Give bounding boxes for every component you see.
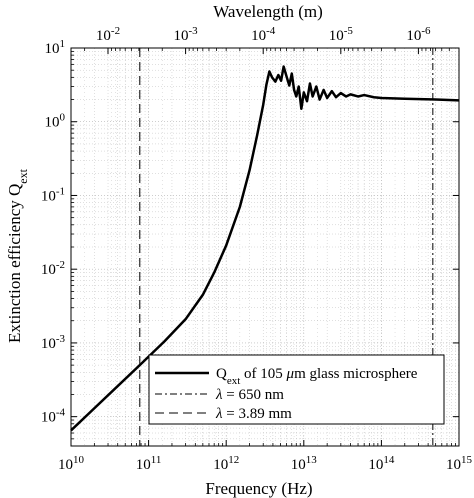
x-tick-label-2-base: 10 [213,457,228,473]
y-tick-label-4: 100 [45,112,66,131]
top-tick-label-2-base: 10 [251,28,266,44]
x-tick-label-2: 1012 [213,454,239,473]
legend-650-sym: λ [215,387,223,403]
y-tick-label-4-base: 10 [45,115,60,131]
x-tick-label-0-exp: 10 [73,454,85,466]
top-tick-label-3: 10-5 [329,25,354,44]
y-tick-label-4-exp: 0 [60,112,66,124]
top-tick-label-0-base: 10 [96,28,111,44]
top-tick-label-0: 10-2 [96,25,120,44]
x-tick-label-0-base: 10 [58,457,73,473]
y-tick-label-5-exp: 1 [60,38,66,50]
x-tick-label-4: 1014 [368,454,395,473]
legend-series-tail: m glass microsphere [294,366,418,382]
legend-series-rest: of 105 [240,366,286,382]
top-tick-label-0-exp: -2 [111,25,120,37]
top-tick-label-2-exp: -4 [266,25,276,37]
y-tick-label-2-exp: -2 [56,259,65,271]
y-tick-label-1-exp: -3 [56,333,66,345]
x-tick-label-1-exp: 11 [151,454,162,466]
legend-series-sub: ext [227,375,240,387]
y-tick-label-0-exp: -4 [56,407,66,419]
top-tick-label-3-exp: -5 [344,25,354,37]
legend-series-main: Q [216,366,227,382]
y-tick-label-3-base: 10 [41,188,56,204]
legend-entry-650nm: λ = 650 nm [215,387,284,403]
y-axis-title: Extinction efficiency Qext [5,168,30,343]
top-axis-title: Wavelength (m) [213,2,323,21]
x-tick-label-4-exp: 14 [383,454,395,466]
series [70,65,460,432]
x-tick-label-5-exp: 15 [461,454,473,466]
y-tick-label-3: 10-1 [41,185,65,204]
x-axis-title: Frequency (Hz) [205,479,312,498]
top-tick-label-4-exp: -6 [421,25,431,37]
top-tick-label-3-base: 10 [329,28,344,44]
top-tick-label-1-exp: -3 [189,25,199,37]
y-axis-title-main: Extinction efficiency Q [5,184,24,343]
legend-389-text: = 3.89 mm [223,406,293,422]
top-tick-label-2: 10-4 [251,25,276,44]
x-tick-label-0: 1010 [58,454,85,473]
axes: 1010 1011 1012 1013 1014 101510-410-310-210-1… [41,25,473,473]
y-tick-label-2: 10-2 [41,259,65,278]
legend-389-sym: λ [215,406,223,422]
x-tick-label-1-base: 10 [136,457,151,473]
y-tick-label-0-base: 10 [41,410,56,426]
y-tick-label-5-base: 10 [45,41,60,57]
legend: Qext of 105 μm glass microsphere λ = 650… [148,354,445,425]
top-tick-label-1: 10-3 [174,25,199,44]
y-tick-label-1: 10-3 [41,333,66,352]
x-tick-label-3-base: 10 [291,457,306,473]
x-tick-label-4-base: 10 [368,457,383,473]
y-tick-label-5: 101 [45,38,66,57]
x-tick-label-5-base: 10 [446,457,461,473]
legend-series-mu: μ [286,366,295,382]
x-tick-label-1: 1011 [136,454,162,473]
y-tick-label-1-base: 10 [41,336,56,352]
x-tick-label-2-exp: 12 [228,454,239,466]
y-tick-label-0: 10-4 [41,407,66,426]
top-tick-label-4-base: 10 [406,28,421,44]
top-tick-label-4: 10-6 [406,25,431,44]
x-tick-label-3-exp: 13 [306,454,318,466]
y-tick-label-3-exp: -1 [56,185,65,197]
legend-650-text: = 650 nm [223,387,285,403]
y-tick-label-2-base: 10 [41,262,56,278]
legend-entry-series: Qext of 105 μm glass microsphere [216,366,418,387]
series-line-0 [70,65,460,432]
x-tick-label-5: 1015 [446,454,473,473]
x-tick-label-3: 1013 [291,454,318,473]
top-tick-label-1-base: 10 [174,28,189,44]
y-axis-title-sub: ext [16,168,30,183]
legend-entry-389mm: λ = 3.89 mm [215,406,292,422]
